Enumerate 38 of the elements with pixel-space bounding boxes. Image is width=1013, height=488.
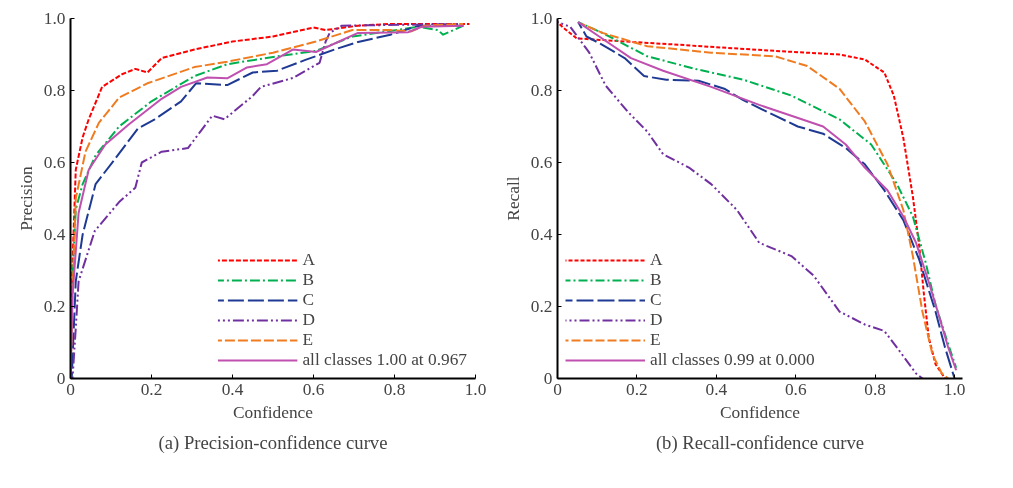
y-tick-label: 0.8 (530, 81, 553, 100)
y-tick-label: 1.0 (530, 9, 553, 28)
legend-label: C (650, 290, 663, 310)
x-tick-label: 0.4 (221, 379, 244, 399)
x-tick-label: 1.0 (464, 379, 487, 399)
legend-label: B (302, 270, 315, 290)
legend-label: C (302, 290, 315, 310)
y-tick-label: 0.8 (43, 81, 66, 100)
legend-label: all classes 0.99 at 0.000 (650, 350, 815, 370)
x-tick-label: 0.2 (626, 379, 648, 399)
legend-label: D (302, 310, 316, 330)
y-tick-label: 0.6 (43, 153, 66, 172)
x-axis-title: Confidence (720, 402, 801, 422)
y-axis-title: Precision (16, 165, 36, 231)
x-tick-label: 0.2 (140, 379, 163, 399)
legend-label: D (650, 310, 664, 330)
legend-label: A (302, 250, 316, 270)
legend-label: all classes 1.00 at 0.967 (302, 350, 467, 370)
x-tick-label: 1.0 (943, 379, 966, 399)
y-axis-title: Recall (503, 176, 523, 221)
legend-label: A (650, 250, 664, 270)
x-tick-label: 0.4 (705, 379, 728, 399)
x-tick-label: 0.8 (383, 379, 406, 399)
y-tick-label: 0.2 (530, 297, 553, 316)
legend-label: B (650, 270, 663, 290)
y-tick-label: 0.2 (43, 297, 66, 316)
y-tick-label: 0.6 (530, 153, 553, 172)
y-tick-label: 1.0 (43, 9, 66, 28)
legend-label: E (302, 330, 314, 350)
x-axis-title: Confidence (233, 402, 314, 422)
text: (a) Precision-confidence curve (158, 431, 388, 454)
x-tick-label: 0.6 (784, 379, 807, 399)
y-tick-label: 0.4 (43, 225, 66, 244)
x-tick-label: 0.6 (302, 379, 325, 399)
text: (b) Recall-confidence curve (655, 431, 865, 454)
x-tick-label: 0.8 (864, 379, 886, 399)
y-tick-label: 0.4 (530, 225, 553, 244)
legend-label: E (650, 330, 662, 350)
